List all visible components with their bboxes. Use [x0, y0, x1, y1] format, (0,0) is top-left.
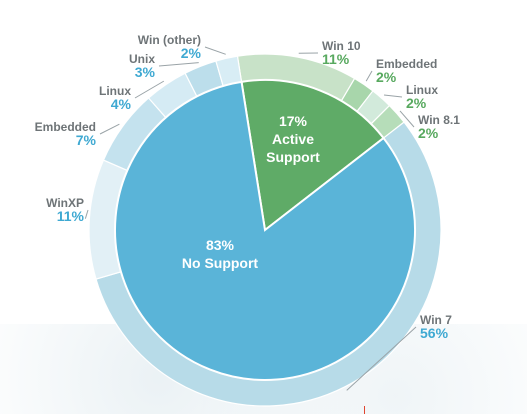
outer-label-embedded-6: Embedded — [35, 120, 96, 134]
outer-percent-win-10-0: 11% — [322, 51, 350, 67]
leader-line-linux-7 — [134, 80, 165, 99]
outer-label-winxp-5: WinXP — [46, 196, 84, 210]
leader-line-win-8-1-3 — [399, 110, 415, 128]
leader-line-embedded-6 — [99, 123, 120, 135]
outer-percent-win-7-4: 56% — [420, 325, 449, 341]
inner-label-no-support-line-0: 83% — [206, 237, 235, 253]
outer-label-win-8-1-3: Win 8.1 — [418, 113, 460, 127]
leader-line-win-7-4 — [346, 326, 417, 391]
leader-line-embedded-1 — [365, 70, 373, 82]
outer-label-win-other-9: Win (other) — [138, 33, 201, 47]
outer-label-embedded-1: Embedded — [376, 57, 437, 71]
outer-label-linux-7: Linux — [99, 84, 131, 98]
outer-percent-winxp-5: 11% — [57, 208, 85, 224]
outer-percent-linux-2: 2% — [406, 95, 427, 111]
outer-percent-linux-7: 4% — [111, 96, 132, 112]
leader-line-unix-8 — [158, 62, 199, 67]
leader-line-linux-2 — [383, 94, 403, 98]
leader-line-win-other-9 — [204, 46, 226, 55]
outer-percent-embedded-6: 7% — [76, 132, 97, 148]
outer-label-linux-2: Linux — [406, 83, 438, 97]
inner-label-active-support-line-1: Active — [272, 131, 314, 147]
leader-line-winxp-5 — [84, 209, 89, 219]
outer-percent-unix-8: 3% — [135, 64, 156, 80]
outer-label-win-7-4: Win 7 — [420, 313, 452, 327]
outer-percent-win-8-1-3: 2% — [418, 125, 439, 141]
inner-slice-active-support — [240, 79, 385, 232]
inner-label-active-support-line-0: 17% — [279, 113, 308, 129]
edge-marker — [364, 406, 365, 414]
inner-label-active-support-line-2: Support — [266, 149, 320, 165]
outer-label-win-10-0: Win 10 — [322, 39, 361, 53]
inner-label-no-support-line-1: No Support — [182, 255, 259, 271]
inner-slice-no-support — [114, 80, 416, 381]
outer-percent-win-other-9: 2% — [181, 45, 202, 61]
outer-label-unix-8: Unix — [129, 52, 155, 66]
outer-percent-embedded-1: 2% — [376, 69, 397, 85]
